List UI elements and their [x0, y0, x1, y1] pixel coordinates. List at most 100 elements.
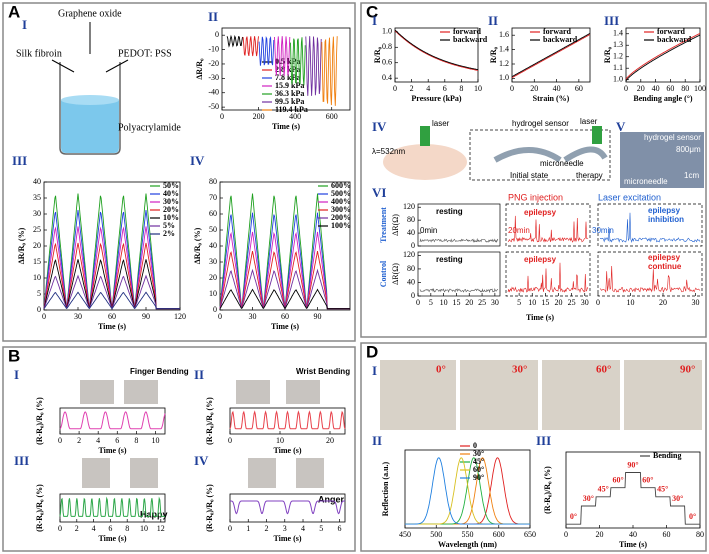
panel-numeral: I — [22, 17, 27, 32]
x-axis-label: Time (s) — [272, 122, 300, 131]
label: epilepsy — [524, 255, 557, 264]
legend-label: 10% — [163, 213, 179, 222]
y-tick-label: 10 — [33, 273, 41, 282]
y-tick-label: 20 — [33, 241, 41, 250]
y-tick-label: -20 — [208, 59, 219, 68]
y-axis-label: R/R₀ — [603, 46, 612, 63]
label: 90° — [680, 364, 695, 376]
legend-label: 7.8 kPa — [275, 73, 300, 82]
signal — [507, 215, 589, 243]
panel-numeral: IV — [190, 153, 205, 168]
x-tick-label: 6 — [443, 84, 447, 93]
x-axis-label: Pressure (kPa) — [411, 94, 461, 103]
x-tick-label: 600 — [493, 530, 505, 539]
photo — [624, 360, 702, 430]
x-tick-label: 30 — [581, 298, 589, 307]
photo — [286, 380, 320, 404]
plot-frame — [221, 27, 351, 111]
x-tick-label: 90 — [314, 312, 322, 321]
curve — [394, 29, 479, 71]
curve — [566, 472, 700, 525]
x-tick-label: 40 — [629, 530, 637, 539]
y-axis-label: (R-R₀)/R₀ (%) — [35, 397, 44, 445]
photo — [130, 458, 158, 488]
y-tick-label: 80 — [407, 215, 415, 224]
x-tick-label: 2 — [77, 436, 81, 445]
x-tick-label: 200 — [253, 112, 265, 121]
x-tick-label: 30 — [491, 298, 499, 307]
panel-b-frame — [2, 346, 356, 552]
x-tick-label: 8 — [134, 436, 138, 445]
label: Finger Bending — [130, 367, 189, 376]
mouse — [383, 144, 467, 180]
x-tick-label: 600 — [326, 112, 338, 121]
legend-label: 0 — [473, 441, 477, 450]
y-axis-label: (R-R₀)/R₀ (%) — [35, 484, 44, 532]
legend-label: 5% — [163, 221, 175, 230]
x-tick-label: 30 — [692, 298, 700, 307]
label: epilepsy — [648, 206, 681, 215]
x-tick-label: 20 — [530, 84, 538, 93]
x-tick-label: 120 — [174, 312, 186, 321]
y-tick-label: 0 — [411, 241, 415, 250]
row-label: Control — [379, 260, 388, 287]
y-tick-label: 40 — [209, 241, 217, 250]
label: PNG injection — [508, 192, 563, 202]
panel-a-frame — [2, 2, 356, 342]
x-tick-label: 60 — [666, 84, 674, 93]
y-tick-label: 1.0 — [613, 75, 623, 84]
x-tick-label: 10 — [440, 298, 448, 307]
label: Laser excitation — [598, 192, 661, 202]
annotation: 0° — [689, 512, 696, 521]
curve — [290, 37, 306, 86]
x-tick-label: 60 — [108, 312, 116, 321]
curve — [219, 288, 350, 310]
legend-label: 30° — [473, 449, 484, 458]
legend-label: backward — [657, 35, 692, 44]
curve — [274, 36, 291, 77]
curve — [405, 457, 530, 525]
x-tick-label: 8 — [459, 84, 463, 93]
panel-numeral: II — [208, 9, 218, 24]
x-tick-label: 650 — [524, 530, 536, 539]
curve — [258, 36, 275, 66]
y-tick-label: 80 — [407, 264, 415, 273]
legend-label: 600% — [331, 181, 351, 190]
panel-numeral: VI — [372, 185, 386, 200]
label: Anger — [318, 494, 345, 504]
curve — [321, 36, 338, 106]
x-tick-label: 40 — [553, 84, 561, 93]
curve — [405, 457, 530, 525]
signal — [599, 212, 701, 243]
y-tick-label: 35 — [33, 193, 41, 202]
x-tick-label: 15 — [541, 298, 549, 307]
x-tick-label: 0 — [416, 298, 420, 307]
y-tick-label: 70 — [209, 193, 217, 202]
label: PEDOT: PSS — [118, 48, 172, 59]
x-tick-label: 20 — [659, 298, 667, 307]
curve — [229, 410, 346, 430]
x-tick-label: 60 — [663, 530, 671, 539]
legend-label: 119.4 kPa — [275, 105, 308, 114]
curve — [43, 291, 180, 310]
y-tick-label: -10 — [208, 44, 219, 53]
label: 20min — [508, 226, 530, 235]
x-tick-label: 2 — [410, 84, 414, 93]
label: resting — [436, 207, 463, 216]
legend-label: forward — [453, 27, 482, 36]
x-tick-label: 0 — [624, 84, 628, 93]
y-tick-label: 120 — [403, 250, 415, 259]
x-axis-label: Time (s) — [98, 322, 126, 331]
x-tick-label: 400 — [289, 112, 301, 121]
y-axis-label: (R-R₀)/R₀ (%) — [543, 466, 552, 514]
legend-label: 300% — [331, 205, 351, 214]
y-tick-label: -50 — [208, 102, 219, 111]
photo — [82, 458, 110, 488]
panel-letter: A — [8, 2, 20, 21]
photo — [124, 380, 158, 404]
panel-numeral: III — [14, 453, 29, 468]
legend-label: 36.3 kPa — [275, 89, 304, 98]
panel-numeral: II — [372, 433, 382, 448]
beaker-illustration — [51, 22, 129, 155]
plot-frame — [505, 203, 591, 247]
